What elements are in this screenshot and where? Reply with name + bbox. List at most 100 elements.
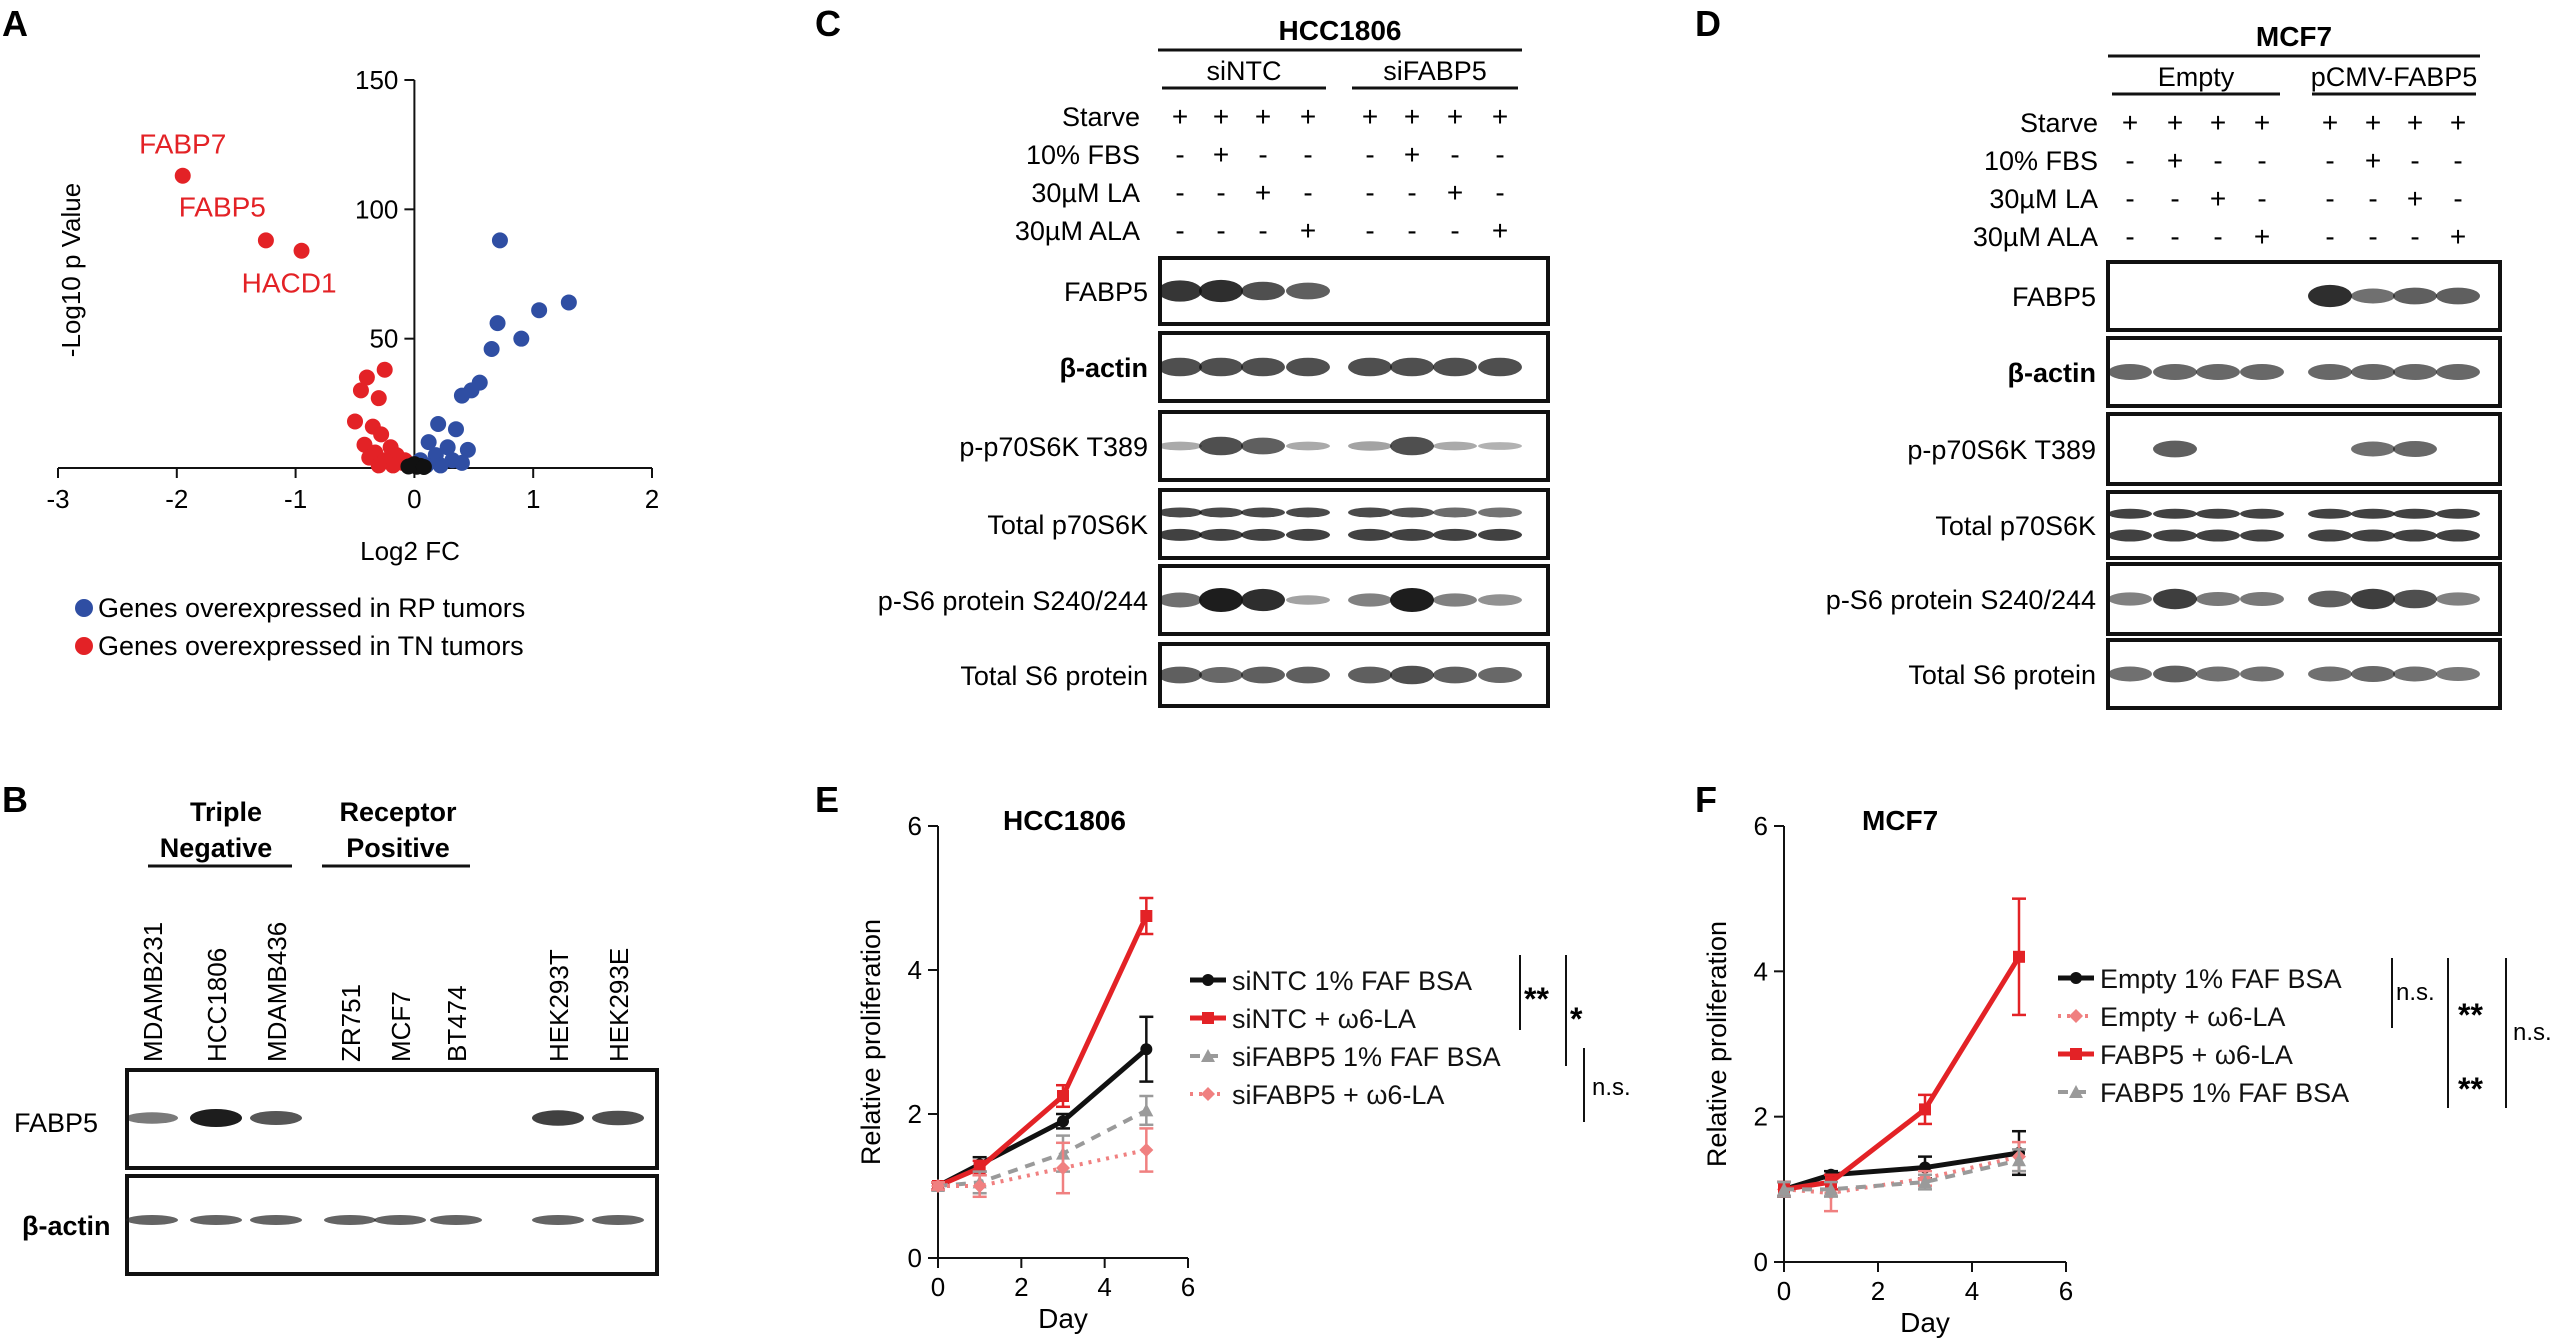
- volcano-point: [370, 390, 387, 407]
- condition-sign: -: [2170, 221, 2179, 252]
- blot-band: [1348, 507, 1392, 518]
- blot-band: [1478, 507, 1522, 518]
- panel-letter-b: B: [2, 779, 28, 820]
- series-line: [1783, 1150, 2020, 1192]
- lane-label: ZR751: [336, 984, 366, 1062]
- blot-band: [2393, 364, 2437, 380]
- series-line: [1784, 1158, 2020, 1192]
- condition-sign: -: [2170, 183, 2179, 214]
- chart-y-tick-label: 0: [1754, 1247, 1768, 1277]
- panel-letter-a: A: [2, 3, 28, 44]
- chart-y-tick-label: 4: [1754, 956, 1768, 986]
- condition-sign: +: [2210, 107, 2226, 138]
- series-marker: [1824, 1182, 1838, 1196]
- blot-band: [1286, 357, 1330, 377]
- chart-y-tick-label: 6: [908, 811, 922, 841]
- chart-x-label: Day: [1900, 1307, 1950, 1338]
- blot-band: [2308, 284, 2352, 308]
- blot-band: [2153, 364, 2197, 380]
- blot-band: [1241, 528, 1285, 541]
- condition-sign: -: [1407, 215, 1416, 246]
- condition-sign: +: [1404, 139, 1420, 170]
- blot-band: [2196, 508, 2240, 519]
- legend-label: siNTC 1% FAF BSA: [1232, 966, 1472, 996]
- volcano-point: [358, 369, 375, 386]
- blot-band: [1286, 507, 1330, 518]
- blot-band: [1478, 528, 1522, 541]
- condition-sign: -: [1365, 177, 1374, 208]
- panel-letter-d: D: [1695, 3, 1721, 44]
- volcano-point: [376, 361, 393, 378]
- series-line: [938, 1148, 1147, 1188]
- chart-x-tick-label: 0: [931, 1272, 945, 1302]
- volcano-point: [415, 458, 432, 475]
- blot-band: [1433, 593, 1477, 607]
- series-marker: [1202, 974, 1214, 986]
- condition-sign: +: [1213, 139, 1229, 170]
- blot-band: [190, 1215, 242, 1225]
- stat-label: **: [1524, 981, 1549, 1017]
- blot-band: [1199, 436, 1243, 456]
- condition-label: Starve: [1062, 102, 1140, 132]
- condition-sign: -: [2368, 183, 2377, 214]
- group-label: pCMV-FABP5: [2311, 62, 2478, 92]
- condition-sign: +: [1492, 101, 1508, 132]
- chart-y-label: Relative proliferation: [1702, 921, 1732, 1167]
- blot-band: [2153, 529, 2197, 542]
- blot-band: [1241, 437, 1285, 455]
- volcano-x-tick-label: -3: [46, 484, 69, 514]
- series-marker: [2013, 950, 2025, 963]
- stat-label: n.s.: [1592, 1074, 1631, 1101]
- blot-row-label: Total S6 protein: [1908, 660, 2096, 690]
- blot-band: [430, 1215, 482, 1225]
- panel-b-blot: Triple Negative Receptor Positive MDAMB2…: [14, 797, 659, 1276]
- volcano-y-tick-label: 100: [355, 194, 398, 224]
- volcano-point: [373, 426, 390, 443]
- blot-row-label: p-S6 protein S240/244: [878, 586, 1148, 616]
- blot-band: [1478, 667, 1522, 683]
- proliferation-chart-mcf7: MCF7 0 2 4 6 0 2 4 6 Day Relative proliferation Em…: [1702, 805, 2552, 1338]
- blot-band: [2240, 666, 2284, 682]
- chart-x-label: Day: [1038, 1303, 1088, 1334]
- lane-label: BT474: [442, 985, 472, 1062]
- blot-row-label: FABP5: [2012, 282, 2096, 312]
- chart-y-tick-label: 4: [908, 955, 922, 985]
- condition-sign: +: [2254, 107, 2270, 138]
- chart-x-tick-label: 6: [2059, 1276, 2073, 1306]
- group-label-negative: Negative: [160, 833, 273, 863]
- blot-band: [1348, 666, 1392, 684]
- condition-sign: -: [1365, 139, 1374, 170]
- condition-sign: -: [1216, 215, 1225, 246]
- volcano-point: [430, 416, 447, 433]
- blot-band: [1241, 588, 1285, 612]
- blot-band: [2108, 508, 2152, 519]
- panel-letter-e: E: [815, 779, 839, 820]
- blot-band: [1199, 357, 1243, 377]
- blot-band: [2436, 666, 2480, 682]
- blot-band: [2153, 665, 2197, 683]
- volcano-point: [453, 454, 470, 471]
- lane-label: MCF7: [386, 991, 416, 1062]
- blot-band: [2436, 287, 2480, 305]
- condition-sign: +: [2407, 107, 2423, 138]
- blot-band: [1433, 528, 1477, 541]
- blot-band: [2351, 588, 2395, 610]
- chart-x-tick-label: 0: [1777, 1276, 1791, 1306]
- gene-label: FABP7: [139, 129, 226, 160]
- condition-sign: -: [2257, 183, 2266, 214]
- blot-band: [2393, 287, 2437, 305]
- group-label-positive: Positive: [346, 833, 450, 863]
- condition-sign: +: [1255, 177, 1271, 208]
- blot-band: [1241, 357, 1285, 377]
- condition-sign: -: [2257, 145, 2266, 176]
- blot-band: [2436, 592, 2480, 606]
- blot-band: [324, 1215, 376, 1225]
- chart-y-label: Relative proliferation: [856, 919, 886, 1165]
- volcano-point: [370, 457, 387, 474]
- blot-band: [1241, 666, 1285, 684]
- volcano-plot: -Log10 p Value Log2 FC -3 -2 -1 0 1 2 50 100 150…: [46, 65, 659, 661]
- blot-band: [1158, 357, 1202, 377]
- blot-band: [2393, 589, 2437, 609]
- series-marker: [1919, 1103, 1931, 1116]
- series-marker: [2069, 1009, 2083, 1023]
